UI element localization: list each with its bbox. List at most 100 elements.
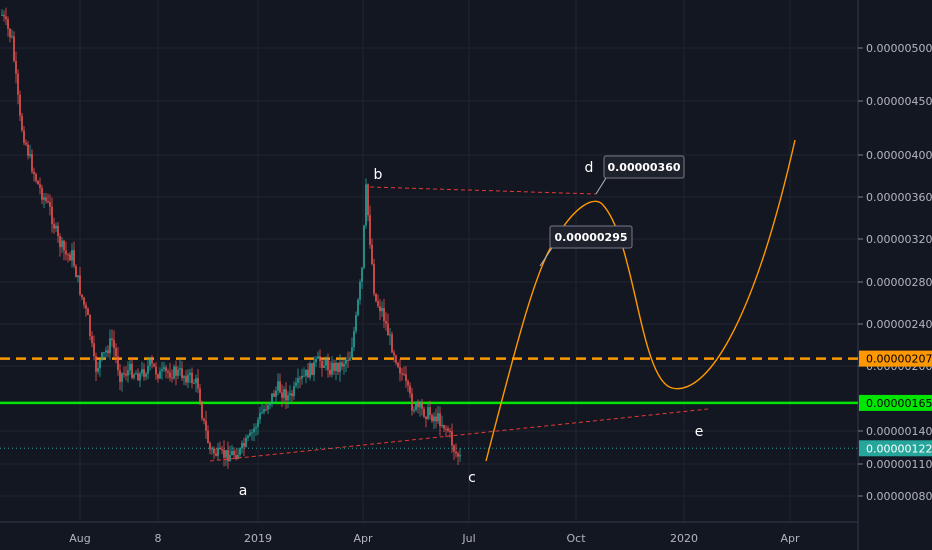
candle-body xyxy=(241,442,243,449)
candle-body xyxy=(107,350,109,354)
candle-body xyxy=(195,378,197,384)
trendline-b-d[interactable] xyxy=(369,186,597,195)
candle-body xyxy=(383,307,385,322)
candle-body xyxy=(15,60,17,74)
candle-body xyxy=(353,331,355,348)
candle-body xyxy=(377,301,379,307)
candle-body xyxy=(395,355,397,364)
candle-body xyxy=(23,130,25,143)
price-tag xyxy=(859,440,932,457)
candle-body xyxy=(141,369,143,374)
candle-body xyxy=(373,264,375,294)
candle-body xyxy=(147,365,149,374)
candle-body xyxy=(91,336,93,344)
candle-body xyxy=(63,240,65,251)
candle-body xyxy=(21,115,23,131)
candle-body xyxy=(269,402,271,406)
candle-body xyxy=(11,36,13,38)
callout-mid-box[interactable] xyxy=(549,225,633,249)
candle-body xyxy=(253,428,255,433)
candle-body xyxy=(381,307,383,312)
candle-body xyxy=(331,362,333,375)
candle-body xyxy=(31,154,33,172)
candle-body xyxy=(249,432,251,436)
candle-body xyxy=(187,374,189,383)
x-tick-label: 2020 xyxy=(670,532,698,545)
candle-body xyxy=(215,453,217,456)
y-axis-labels: 0.00000500 0.00000450 0.00000400 0.00000360… xyxy=(858,42,932,503)
candle-body xyxy=(175,366,177,376)
candle-body xyxy=(397,363,399,368)
x-tick-label: Aug xyxy=(69,532,90,545)
candle-body xyxy=(77,275,79,278)
candle-body xyxy=(361,267,363,283)
candle-body xyxy=(399,367,401,374)
candle-body xyxy=(145,373,147,377)
candle-body xyxy=(335,362,337,371)
candle-body xyxy=(359,282,361,300)
candle-body xyxy=(39,184,41,188)
x-axis-labels: Aug 8 2019 Apr Jul Oct 2020 Apr xyxy=(69,532,800,545)
candle-body xyxy=(49,202,51,207)
candle-body xyxy=(189,372,191,375)
candle-body xyxy=(209,443,211,450)
wave-label-d: d xyxy=(585,160,594,176)
y-tick-label: 0.00000320 xyxy=(866,233,932,246)
candle-body xyxy=(339,362,341,372)
y-tick-label: 0.00000140 xyxy=(866,425,932,438)
wave-label-a: a xyxy=(239,483,248,499)
candle-body xyxy=(277,381,279,391)
candle-body xyxy=(265,409,267,411)
candle-body xyxy=(41,187,43,200)
candle-body xyxy=(275,390,277,397)
candle-body xyxy=(181,368,183,379)
candle-body xyxy=(403,373,405,375)
candle-body xyxy=(297,378,299,383)
candle-body xyxy=(101,352,103,360)
callout-d-box[interactable] xyxy=(603,155,685,179)
candle-body xyxy=(163,367,165,370)
candle-body xyxy=(459,455,461,457)
candle-body xyxy=(155,366,157,375)
candle-body xyxy=(369,215,371,245)
candle-body xyxy=(97,368,99,372)
candle-body xyxy=(341,362,343,367)
candle-body xyxy=(177,369,179,376)
candle-body xyxy=(443,424,445,429)
candle-body xyxy=(307,369,309,378)
candle-body xyxy=(433,416,435,422)
candle-body xyxy=(301,375,303,379)
candle-body xyxy=(133,374,135,378)
candle-body xyxy=(199,388,201,405)
candle-body xyxy=(347,359,349,361)
candle-body xyxy=(67,254,69,256)
candle-body xyxy=(447,428,449,431)
axes xyxy=(0,0,859,550)
candle-body xyxy=(327,359,329,371)
candle-body xyxy=(157,374,159,379)
candle-body xyxy=(333,362,335,371)
candle-body xyxy=(93,343,95,356)
candle-body xyxy=(355,315,357,332)
candle-body xyxy=(173,366,175,379)
candle-body xyxy=(419,403,421,408)
candle-body xyxy=(137,373,139,381)
y-tick-label: 0.00000450 xyxy=(866,95,932,108)
candle-body xyxy=(1,14,3,16)
candle-body xyxy=(375,293,377,302)
candle-body xyxy=(205,420,207,431)
candle-body xyxy=(363,225,365,268)
candle-body xyxy=(165,367,167,372)
candle-body xyxy=(431,415,433,422)
candle-body xyxy=(219,447,221,450)
candle-body xyxy=(129,363,131,371)
price-tag-text: 0.00000122 xyxy=(866,442,932,455)
candle-body xyxy=(235,455,237,460)
candle-body xyxy=(151,359,153,364)
candle-body xyxy=(367,184,369,216)
callouts: 0.00000360 0.00000295 xyxy=(539,155,685,267)
candle-body xyxy=(311,363,313,375)
candle-body xyxy=(389,334,391,336)
